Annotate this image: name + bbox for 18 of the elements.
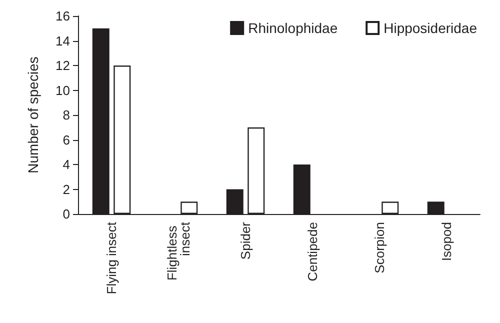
y-tick-label: 0 (62, 206, 70, 222)
y-tick-label: 4 (62, 157, 70, 172)
y-tick-label: 2 (62, 182, 70, 197)
x-tick-label: Spider (238, 221, 253, 260)
y-tick-label: 12 (56, 58, 70, 73)
x-tick-label: Scorpion (372, 222, 387, 274)
y-tick-label: 10 (56, 82, 70, 98)
y-axis-title: Number of species (25, 56, 41, 174)
legend-label: Rhinolophidae (248, 20, 338, 36)
y-tick-label: 8 (62, 108, 70, 122)
y-tick-label: 6 (62, 132, 70, 148)
x-tick-label: Isopod (439, 222, 454, 262)
x-tick-label: Flightless insect (164, 222, 192, 281)
y-tick-label: 14 (56, 33, 70, 48)
x-tick-label: Flying insect (104, 222, 119, 294)
legend-label: Hipposideridae (384, 20, 478, 36)
y-tick-label: 16 (56, 8, 70, 24)
x-tick-label: Centipede (305, 222, 320, 282)
